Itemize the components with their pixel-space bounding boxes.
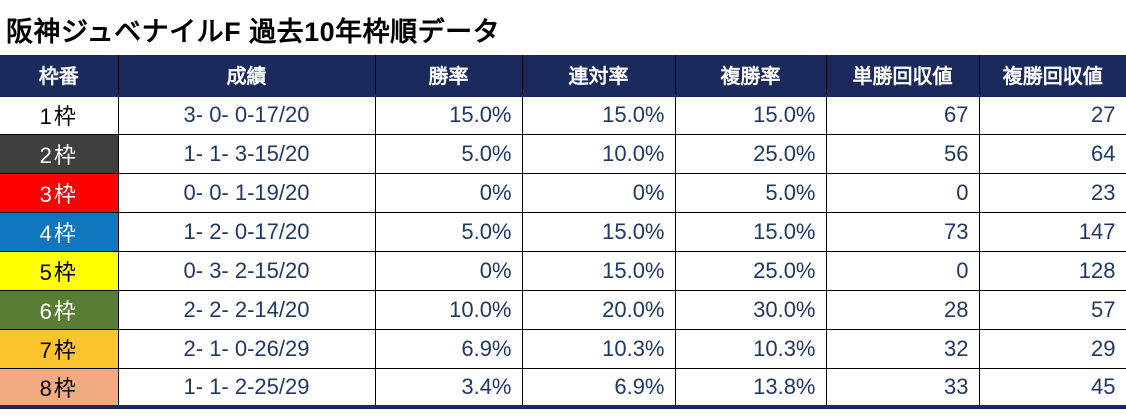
show-rate-cell: 30.0% — [674, 289, 827, 330]
record-cell: 0- 3- 2-15/20 — [117, 250, 376, 291]
show-return-cell: 27 — [978, 94, 1126, 135]
header-win-return: 単勝回収値 — [825, 55, 979, 97]
win-return-cell: 56 — [825, 133, 980, 174]
quinella-rate-cell: 10.0% — [521, 133, 676, 174]
table-header-row: 枠番 成績 勝率 連対率 複勝率 単勝回収値 複勝回収値 — [0, 55, 1126, 97]
record-cell: 2- 1- 0-26/29 — [117, 328, 376, 369]
show-rate-cell: 13.8% — [674, 367, 827, 408]
win-return-cell: 0 — [825, 172, 980, 213]
table-row: 4枠 1- 2- 0-17/20 5.0% 15.0% 15.0% 73 147 — [0, 211, 1126, 252]
waku-badge: 4枠 — [0, 211, 119, 252]
stats-table: 枠番 成績 勝率 連対率 複勝率 単勝回収値 複勝回収値 1枠 3- 0- 0-… — [0, 55, 1126, 409]
waku-badge: 1枠 — [0, 94, 119, 135]
header-win-rate: 勝率 — [374, 55, 522, 97]
win-return-cell: 0 — [825, 250, 980, 291]
show-return-cell: 23 — [978, 172, 1126, 213]
table-row: 1枠 3- 0- 0-17/20 15.0% 15.0% 15.0% 67 27 — [0, 94, 1126, 135]
quinella-rate-cell: 6.9% — [521, 367, 676, 408]
show-rate-cell: 25.0% — [674, 133, 827, 174]
header-record: 成績 — [117, 55, 375, 97]
table-row: 7枠 2- 1- 0-26/29 6.9% 10.3% 10.3% 32 29 — [0, 328, 1126, 369]
win-rate-cell: 5.0% — [374, 211, 523, 252]
quinella-rate-cell: 15.0% — [521, 211, 676, 252]
table-row: 5枠 0- 3- 2-15/20 0% 15.0% 25.0% 0 128 — [0, 250, 1126, 291]
waku-badge: 7枠 — [0, 328, 119, 369]
win-rate-cell: 3.4% — [374, 367, 523, 408]
header-show-return: 複勝回収値 — [978, 55, 1126, 97]
show-rate-cell: 10.3% — [674, 328, 827, 369]
win-return-cell: 28 — [825, 289, 980, 330]
page-title: 阪神ジュベナイルF 過去10年枠順データ — [6, 17, 501, 47]
show-return-cell: 45 — [978, 367, 1126, 408]
show-return-cell: 147 — [978, 211, 1126, 252]
record-cell: 1- 2- 0-17/20 — [117, 211, 376, 252]
record-cell: 1- 1- 3-15/20 — [117, 133, 376, 174]
show-return-cell: 29 — [978, 328, 1126, 369]
quinella-rate-cell: 15.0% — [521, 250, 676, 291]
waku-badge: 8枠 — [0, 367, 119, 408]
win-rate-cell: 10.0% — [374, 289, 523, 330]
win-rate-cell: 0% — [374, 172, 523, 213]
show-rate-cell: 25.0% — [674, 250, 827, 291]
table-row: 3枠 0- 0- 1-19/20 0% 0% 5.0% 0 23 — [0, 172, 1126, 213]
show-rate-cell: 5.0% — [674, 172, 827, 213]
waku-badge: 3枠 — [0, 172, 119, 213]
header-waku: 枠番 — [0, 55, 118, 97]
waku-badge: 6枠 — [0, 289, 119, 330]
show-rate-cell: 15.0% — [674, 211, 827, 252]
table-row: 8枠 1- 1- 2-25/29 3.4% 6.9% 13.8% 33 45 — [0, 367, 1126, 408]
win-rate-cell: 6.9% — [374, 328, 523, 369]
waku-badge: 5枠 — [0, 250, 119, 291]
header-show-rate: 複勝率 — [674, 55, 826, 97]
win-rate-cell: 15.0% — [374, 94, 523, 135]
quinella-rate-cell: 0% — [521, 172, 676, 213]
quinella-rate-cell: 10.3% — [521, 328, 676, 369]
show-return-cell: 128 — [978, 250, 1126, 291]
quinella-rate-cell: 20.0% — [521, 289, 676, 330]
win-return-cell: 67 — [825, 94, 980, 135]
record-cell: 3- 0- 0-17/20 — [117, 94, 376, 135]
record-cell: 1- 1- 2-25/29 — [117, 367, 376, 408]
waku-badge: 2枠 — [0, 133, 119, 174]
win-return-cell: 73 — [825, 211, 980, 252]
record-cell: 0- 0- 1-19/20 — [117, 172, 376, 213]
table-row: 2枠 1- 1- 3-15/20 5.0% 10.0% 25.0% 56 64 — [0, 133, 1126, 174]
win-return-cell: 32 — [825, 328, 980, 369]
table-row: 6枠 2- 2- 2-14/20 10.0% 20.0% 30.0% 28 57 — [0, 289, 1126, 330]
show-return-cell: 57 — [978, 289, 1126, 330]
win-rate-cell: 5.0% — [374, 133, 523, 174]
win-rate-cell: 0% — [374, 250, 523, 291]
record-cell: 2- 2- 2-14/20 — [117, 289, 376, 330]
quinella-rate-cell: 15.0% — [521, 94, 676, 135]
show-rate-cell: 15.0% — [674, 94, 827, 135]
win-return-cell: 33 — [825, 367, 980, 408]
show-return-cell: 64 — [978, 133, 1126, 174]
header-quinella-rate: 連対率 — [521, 55, 675, 97]
